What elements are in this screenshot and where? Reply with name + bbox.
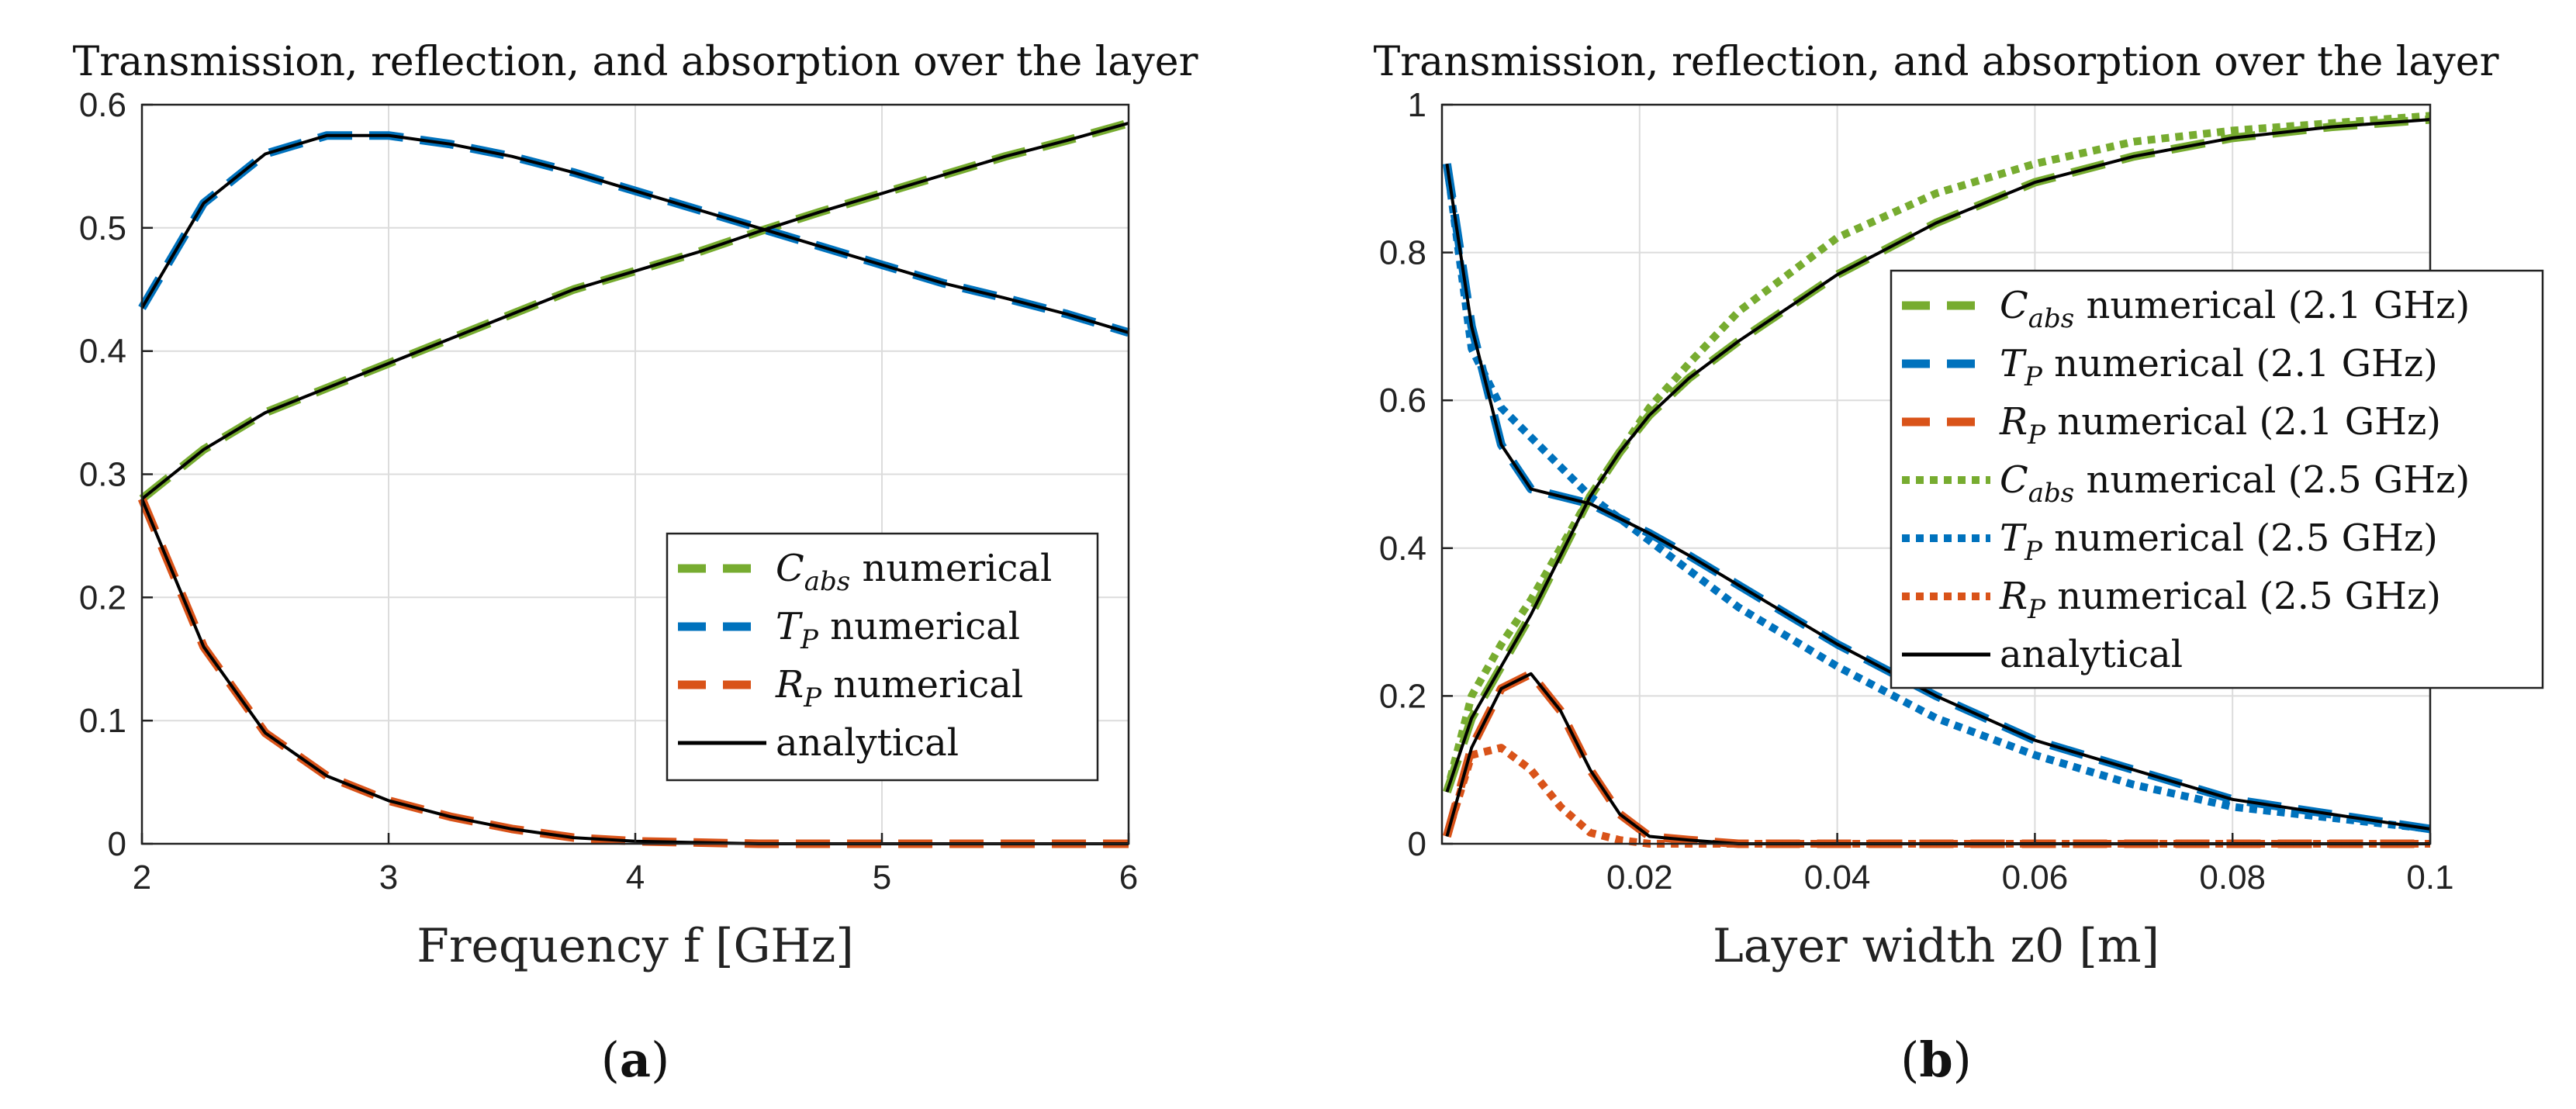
x-axis-label: Frequency f [GHz] (417, 919, 854, 973)
legend-entry-label: analytical (776, 721, 959, 765)
legend-symbol: R (1999, 575, 2028, 618)
legend-box (666, 532, 1099, 782)
panel-caption: (a) (601, 1031, 670, 1088)
legend-subscript: P (2024, 361, 2043, 392)
caption-open: ( (1900, 1031, 1919, 1088)
x-tick-label: 0.06 (2002, 859, 2069, 897)
y-tick-label: 1 (1408, 86, 1426, 124)
legend-text: numerical (2.5 GHz) (2045, 575, 2441, 618)
legend-symbol: C (2000, 458, 2028, 502)
legend-symbol: C (776, 547, 804, 590)
legend-entry-label: Cabs numerical (2.5 GHz) (2000, 458, 2470, 509)
legend-symbol: T (2000, 342, 2027, 385)
legend-subscript: P (803, 682, 822, 713)
x-tick-label: 2 (133, 859, 151, 897)
legend-symbol: R (775, 663, 804, 707)
x-axis-label: Layer width z0 [m] (1713, 919, 2159, 973)
legend-entry-label: RP numerical (775, 663, 1023, 713)
legend-subscript: P (2027, 594, 2046, 625)
legend-subscript: P (2027, 420, 2046, 451)
y-tick-label: 0.5 (79, 209, 126, 247)
legend-entry-label: RP numerical (2.5 GHz) (1999, 575, 2441, 625)
legend-symbol: T (2000, 516, 2027, 560)
legend-text: numerical (818, 605, 1020, 648)
x-tick-label: 0.02 (1606, 859, 1673, 897)
analytical-line (140, 121, 1129, 500)
legend-symbol: R (1999, 400, 2028, 444)
y-tick-label: 0.3 (79, 456, 126, 494)
x-tick-label: 3 (379, 859, 398, 897)
legend-text: numerical (2.1 GHz) (2042, 342, 2438, 385)
x-tick-label: 4 (626, 859, 645, 897)
x-tick-label: 6 (1119, 859, 1138, 897)
y-tick-label: 0 (108, 825, 126, 863)
legend-subscript: P (800, 624, 819, 655)
y-tick-label: 0.6 (79, 86, 126, 124)
series-line-t-p-numerical-2-5-ghz- (1443, 163, 2431, 833)
y-tick-label: 0.2 (79, 579, 126, 617)
y-tick-label: 0.4 (79, 333, 126, 371)
legend-text: numerical (821, 663, 1023, 707)
y-tick-label: 0.6 (1379, 382, 1426, 420)
y-tick-label: 0.4 (1379, 530, 1426, 568)
caption-close: ) (1953, 1031, 1972, 1088)
legend-entry-label: Cabs numerical (776, 547, 1052, 597)
y-tick-label: 0.1 (79, 702, 126, 740)
caption-letter: b (1919, 1031, 1952, 1088)
legend-subscript: P (2024, 536, 2043, 567)
caption-close: ) (651, 1031, 669, 1088)
y-tick-label: 0 (1408, 825, 1426, 863)
legend-text: numerical (2.1 GHz) (2045, 400, 2441, 444)
legend-subscript: abs (2028, 303, 2074, 334)
caption-letter: a (620, 1031, 651, 1088)
analytical-line (1445, 163, 2431, 831)
panel-caption: (b) (1900, 1031, 1972, 1088)
legend-text: numerical (850, 547, 1052, 590)
x-tick-label: 0.08 (2199, 859, 2266, 897)
x-tick-label: 0.04 (1804, 859, 1871, 897)
legend-text: numerical (2.5 GHz) (2074, 458, 2470, 502)
legend-text: numerical (2.5 GHz) (2042, 516, 2438, 560)
y-tick-label: 0.2 (1379, 677, 1426, 715)
legend-entry-label: analytical (2000, 633, 2183, 676)
legend: Cabs numerical (2.1 GHz)TP numerical (2.… (1890, 269, 2544, 689)
chart-2: 0.02 0.04 0.06 0.08 0.1 0 0.2 0.4 0.6 0.8 1Transmi… (1374, 39, 2544, 1088)
legend-subscript: abs (804, 566, 850, 597)
chart-title: Transmission, reflection, and absorption… (73, 39, 1198, 85)
analytical-line (140, 133, 1129, 334)
analytical-line (1445, 118, 2431, 793)
x-tick-label: 5 (873, 859, 891, 897)
series-line-c-abs-numerical-2-5-ghz- (1443, 112, 2431, 793)
legend-entry-label: Cabs numerical (2.1 GHz) (2000, 284, 2470, 334)
legend-box (1890, 269, 2544, 689)
legend-subscript: abs (2028, 478, 2074, 509)
legend-symbol: T (776, 605, 803, 648)
caption-open: ( (601, 1031, 620, 1088)
y-tick-label: 0.8 (1379, 234, 1426, 272)
legend-symbol: C (2000, 284, 2028, 327)
x-tick-label: 0.1 (2406, 859, 2453, 897)
legend-entry-label: TP numerical (776, 605, 1020, 655)
legend-entry-label: TP numerical (2.1 GHz) (2000, 342, 2438, 392)
legend-entry-label: TP numerical (2.5 GHz) (2000, 516, 2438, 567)
legend-entry-label: RP numerical (2.1 GHz) (1999, 400, 2441, 451)
legend-text: numerical (2.1 GHz) (2074, 284, 2470, 327)
chart-title: Transmission, reflection, and absorption… (1374, 39, 2499, 85)
